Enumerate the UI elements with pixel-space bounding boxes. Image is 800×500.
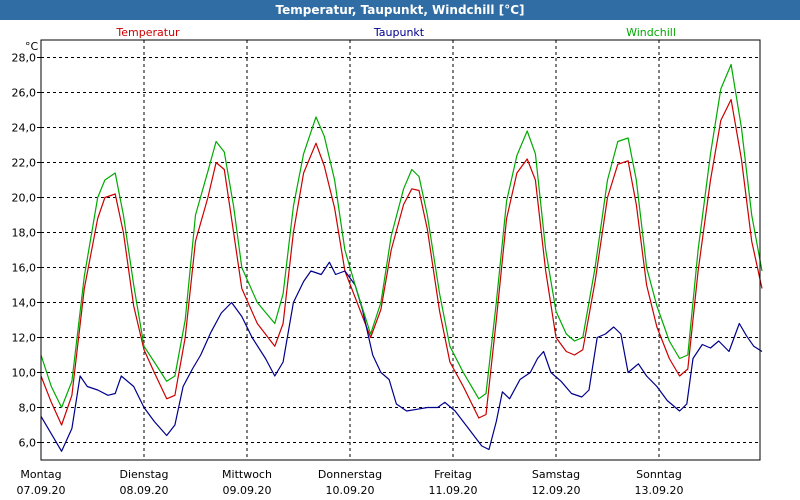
chart-grid — [41, 40, 760, 460]
plot-border — [40, 39, 761, 461]
y-tick-label: 24,0 — [12, 122, 37, 135]
series-line-taupunkt — [40, 261, 763, 452]
y-tick-label: 12,0 — [12, 332, 37, 345]
chart-series — [40, 63, 763, 452]
series-line-windchill — [40, 63, 763, 409]
y-tick-label: 22,0 — [12, 157, 37, 170]
x-date-label: 13.09.20 — [635, 484, 684, 497]
x-day-label: Freitag — [434, 468, 472, 481]
y-tick-label: 8,0 — [19, 402, 37, 415]
window-title: Temperatur, Taupunkt, Windchill [°C] — [0, 0, 800, 20]
x-day-label: Donnerstag — [318, 468, 382, 481]
legend-taupunkt: Taupunkt — [373, 26, 425, 39]
temperature-chart: 6,0 8,0 10,0 12,0 14,0 16,0 18,0 20,0 22,0 24,0 26… — [12, 26, 763, 497]
x-date-label: 07.09.20 — [17, 484, 66, 497]
y-tick-label: 10,0 — [12, 367, 37, 380]
y-tick-label: 28,0 — [12, 52, 37, 65]
series-line-temperatur — [40, 98, 763, 426]
legend-temperatur: Temperatur — [115, 26, 180, 39]
x-day-label: Samstag — [532, 468, 580, 481]
x-date-label: 12.09.20 — [532, 484, 581, 497]
x-date-label: 08.09.20 — [120, 484, 169, 497]
legend-windchill: Windchill — [626, 26, 676, 39]
y-tick-label: 18,0 — [12, 227, 37, 240]
y-tick-label: 16,0 — [12, 262, 37, 275]
chart-frame — [37, 39, 761, 461]
x-day-label: Mittwoch — [222, 468, 272, 481]
x-day-label: Sonntag — [636, 468, 682, 481]
y-unit-label: °C — [25, 40, 39, 53]
x-day-label: Montag — [20, 468, 61, 481]
y-tick-label: 14,0 — [12, 297, 37, 310]
y-tick-label: 20,0 — [12, 192, 37, 205]
x-date-label: 11.09.20 — [429, 484, 478, 497]
y-tick-label: 6,0 — [19, 437, 37, 450]
y-tick-label: 26,0 — [12, 87, 37, 100]
x-date-label: 09.09.20 — [223, 484, 272, 497]
x-day-label: Dienstag — [119, 468, 168, 481]
x-date-label: 10.09.20 — [326, 484, 375, 497]
chart-labels: 6,0 8,0 10,0 12,0 14,0 16,0 18,0 20,0 22,0 24,0 26… — [12, 26, 684, 497]
